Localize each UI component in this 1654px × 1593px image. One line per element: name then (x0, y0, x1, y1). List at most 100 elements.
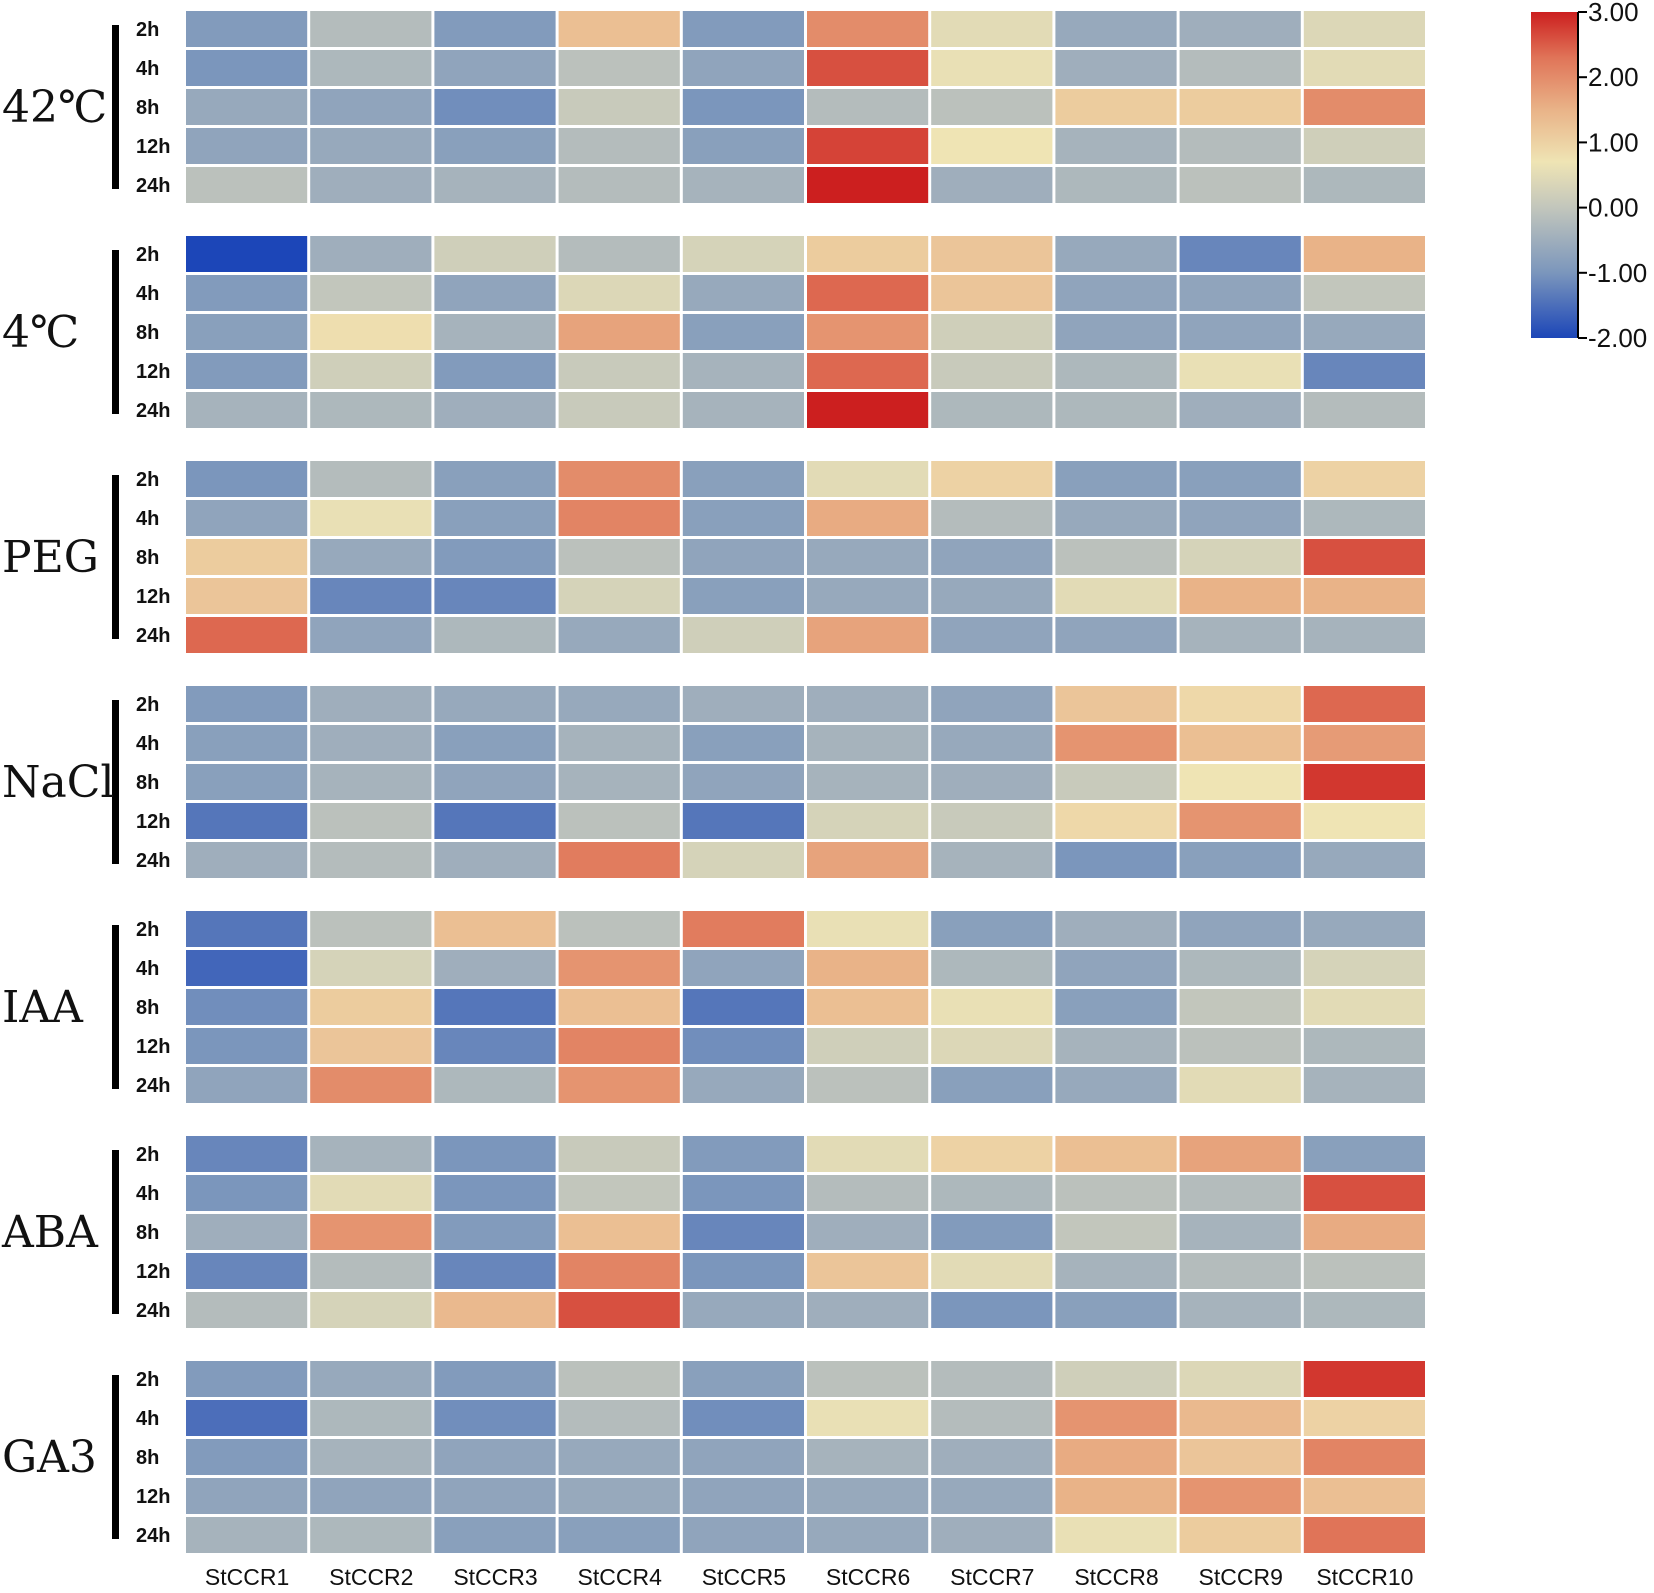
column-label-stccr6: StCCR6 (826, 1564, 910, 1590)
heatmap-cell-42-12h-stccr5 (682, 128, 804, 164)
heatmap-cell-4-8h-stccr10 (1303, 314, 1425, 350)
heatmap-cell-4-24h-stccr2 (310, 392, 432, 428)
heatmap-cell-ga3-12h-stccr1 (186, 1478, 308, 1514)
heatmap-cell-aba-2h-stccr8 (1055, 1136, 1177, 1172)
heatmap-cell-ga3-24h-stccr6 (807, 1517, 929, 1553)
heatmap-cell-nacl-4h-stccr6 (807, 725, 929, 761)
heatmap-cell-peg-12h-stccr5 (682, 578, 804, 614)
heatmap-cell-aba-8h-stccr5 (682, 1214, 804, 1250)
heatmap-cell-peg-24h-stccr7 (931, 617, 1053, 653)
group-label-aba: ABA (1, 1207, 99, 1258)
row-label-iaa-8h: 8h (136, 997, 159, 1019)
heatmap-cell-ga3-2h-stccr3 (434, 1361, 556, 1397)
heatmap-cell-42-12h-stccr10 (1303, 128, 1425, 164)
heatmap-cell-iaa-24h-stccr2 (310, 1067, 432, 1103)
heatmap-cell-42-4h-stccr5 (682, 50, 804, 86)
row-label-4-2h: 2h (136, 244, 159, 266)
heatmap-cell-ga3-4h-stccr2 (310, 1400, 432, 1436)
heatmap-cell-4-12h-stccr10 (1303, 353, 1425, 389)
heatmap-cell-aba-12h-stccr9 (1179, 1253, 1301, 1289)
heatmap-cell-peg-8h-stccr3 (434, 539, 556, 575)
heatmap-cell-aba-2h-stccr9 (1179, 1136, 1301, 1172)
heatmap-cell-ga3-12h-stccr6 (807, 1478, 929, 1514)
heatmap-cell-4-4h-stccr10 (1303, 275, 1425, 311)
legend-tick-label-1.00: 1.00 (1588, 127, 1639, 157)
heatmap-cell-aba-8h-stccr9 (1179, 1214, 1301, 1250)
heatmap-cell-42-24h-stccr4 (558, 167, 680, 203)
heatmap-cell-4-24h-stccr8 (1055, 392, 1177, 428)
heatmap-cell-ga3-2h-stccr1 (186, 1361, 308, 1397)
heatmap-cell-nacl-4h-stccr9 (1179, 725, 1301, 761)
heatmap-cell-iaa-12h-stccr8 (1055, 1028, 1177, 1064)
heatmap-cell-iaa-2h-stccr7 (931, 911, 1053, 947)
heatmap-cell-ga3-8h-stccr7 (931, 1439, 1053, 1475)
heatmap-cell-4-12h-stccr4 (558, 353, 680, 389)
heatmap-cell-peg-8h-stccr1 (186, 539, 308, 575)
heatmap-cell-ga3-12h-stccr8 (1055, 1478, 1177, 1514)
heatmap-cell-aba-12h-stccr7 (931, 1253, 1053, 1289)
heatmap-cell-4-24h-stccr4 (558, 392, 680, 428)
row-label-nacl-12h: 12h (136, 811, 170, 833)
heatmap-cell-42-12h-stccr6 (807, 128, 929, 164)
heatmap-cell-4-2h-stccr1 (186, 236, 308, 272)
heatmap-cell-aba-4h-stccr7 (931, 1175, 1053, 1211)
heatmap-cell-nacl-24h-stccr7 (931, 842, 1053, 878)
heatmap-cell-ga3-4h-stccr7 (931, 1400, 1053, 1436)
heatmap-cell-nacl-4h-stccr1 (186, 725, 308, 761)
heatmap-cells (186, 11, 1425, 1553)
heatmap-cell-peg-8h-stccr10 (1303, 539, 1425, 575)
heatmap-cell-42-2h-stccr8 (1055, 11, 1177, 47)
heatmap-cell-nacl-2h-stccr8 (1055, 686, 1177, 722)
heatmap-cell-4-4h-stccr3 (434, 275, 556, 311)
heatmap-cell-4-4h-stccr5 (682, 275, 804, 311)
heatmap-cell-4-2h-stccr6 (807, 236, 929, 272)
heatmap-cell-ga3-8h-stccr2 (310, 1439, 432, 1475)
heatmap-cell-ga3-2h-stccr8 (1055, 1361, 1177, 1397)
group-bracket-peg (112, 475, 119, 639)
heatmap-cell-42-8h-stccr9 (1179, 89, 1301, 125)
heatmap-cell-aba-8h-stccr7 (931, 1214, 1053, 1250)
group-bracket-nacl (112, 700, 119, 864)
heatmap-cell-4-2h-stccr5 (682, 236, 804, 272)
heatmap-cell-42-24h-stccr9 (1179, 167, 1301, 203)
heatmap-cell-ga3-24h-stccr3 (434, 1517, 556, 1553)
group-label-4: 4℃ (2, 307, 79, 358)
heatmap-cell-iaa-2h-stccr1 (186, 911, 308, 947)
heatmap-cell-aba-2h-stccr10 (1303, 1136, 1425, 1172)
heatmap-cell-42-8h-stccr6 (807, 89, 929, 125)
heatmap-cell-aba-2h-stccr6 (807, 1136, 929, 1172)
legend-color-bar (1531, 12, 1578, 338)
heatmap-cell-42-24h-stccr1 (186, 167, 308, 203)
heatmap-cell-ga3-12h-stccr10 (1303, 1478, 1425, 1514)
heatmap-cell-aba-4h-stccr3 (434, 1175, 556, 1211)
heatmap-cell-iaa-4h-stccr9 (1179, 950, 1301, 986)
heatmap-cell-nacl-4h-stccr5 (682, 725, 804, 761)
heatmap-cell-nacl-2h-stccr7 (931, 686, 1053, 722)
heatmap-cell-aba-2h-stccr3 (434, 1136, 556, 1172)
heatmap-cell-iaa-4h-stccr4 (558, 950, 680, 986)
heatmap-cell-peg-4h-stccr3 (434, 500, 556, 536)
heatmap-cell-nacl-12h-stccr2 (310, 803, 432, 839)
heatmap-cell-ga3-12h-stccr5 (682, 1478, 804, 1514)
heatmap-cell-4-2h-stccr2 (310, 236, 432, 272)
row-label-42-24h: 24h (136, 175, 170, 197)
column-label-stccr2: StCCR2 (329, 1564, 413, 1590)
heatmap-cell-nacl-8h-stccr5 (682, 764, 804, 800)
heatmap-cell-ga3-2h-stccr5 (682, 1361, 804, 1397)
heatmap-cell-ga3-4h-stccr3 (434, 1400, 556, 1436)
heatmap-cell-iaa-2h-stccr6 (807, 911, 929, 947)
heatmap-cell-aba-8h-stccr2 (310, 1214, 432, 1250)
heatmap-cell-4-12h-stccr9 (1179, 353, 1301, 389)
heatmap-cell-4-24h-stccr7 (931, 392, 1053, 428)
heatmap-cell-ga3-2h-stccr6 (807, 1361, 929, 1397)
heatmap-cell-peg-2h-stccr1 (186, 461, 308, 497)
heatmap-cell-4-4h-stccr4 (558, 275, 680, 311)
heatmap-cell-4-2h-stccr10 (1303, 236, 1425, 272)
heatmap-cell-42-8h-stccr3 (434, 89, 556, 125)
heatmap-cell-iaa-8h-stccr9 (1179, 989, 1301, 1025)
heatmap-cell-peg-2h-stccr10 (1303, 461, 1425, 497)
heatmap-cell-aba-8h-stccr10 (1303, 1214, 1425, 1250)
heatmap-cell-4-24h-stccr5 (682, 392, 804, 428)
heatmap-cell-nacl-24h-stccr1 (186, 842, 308, 878)
